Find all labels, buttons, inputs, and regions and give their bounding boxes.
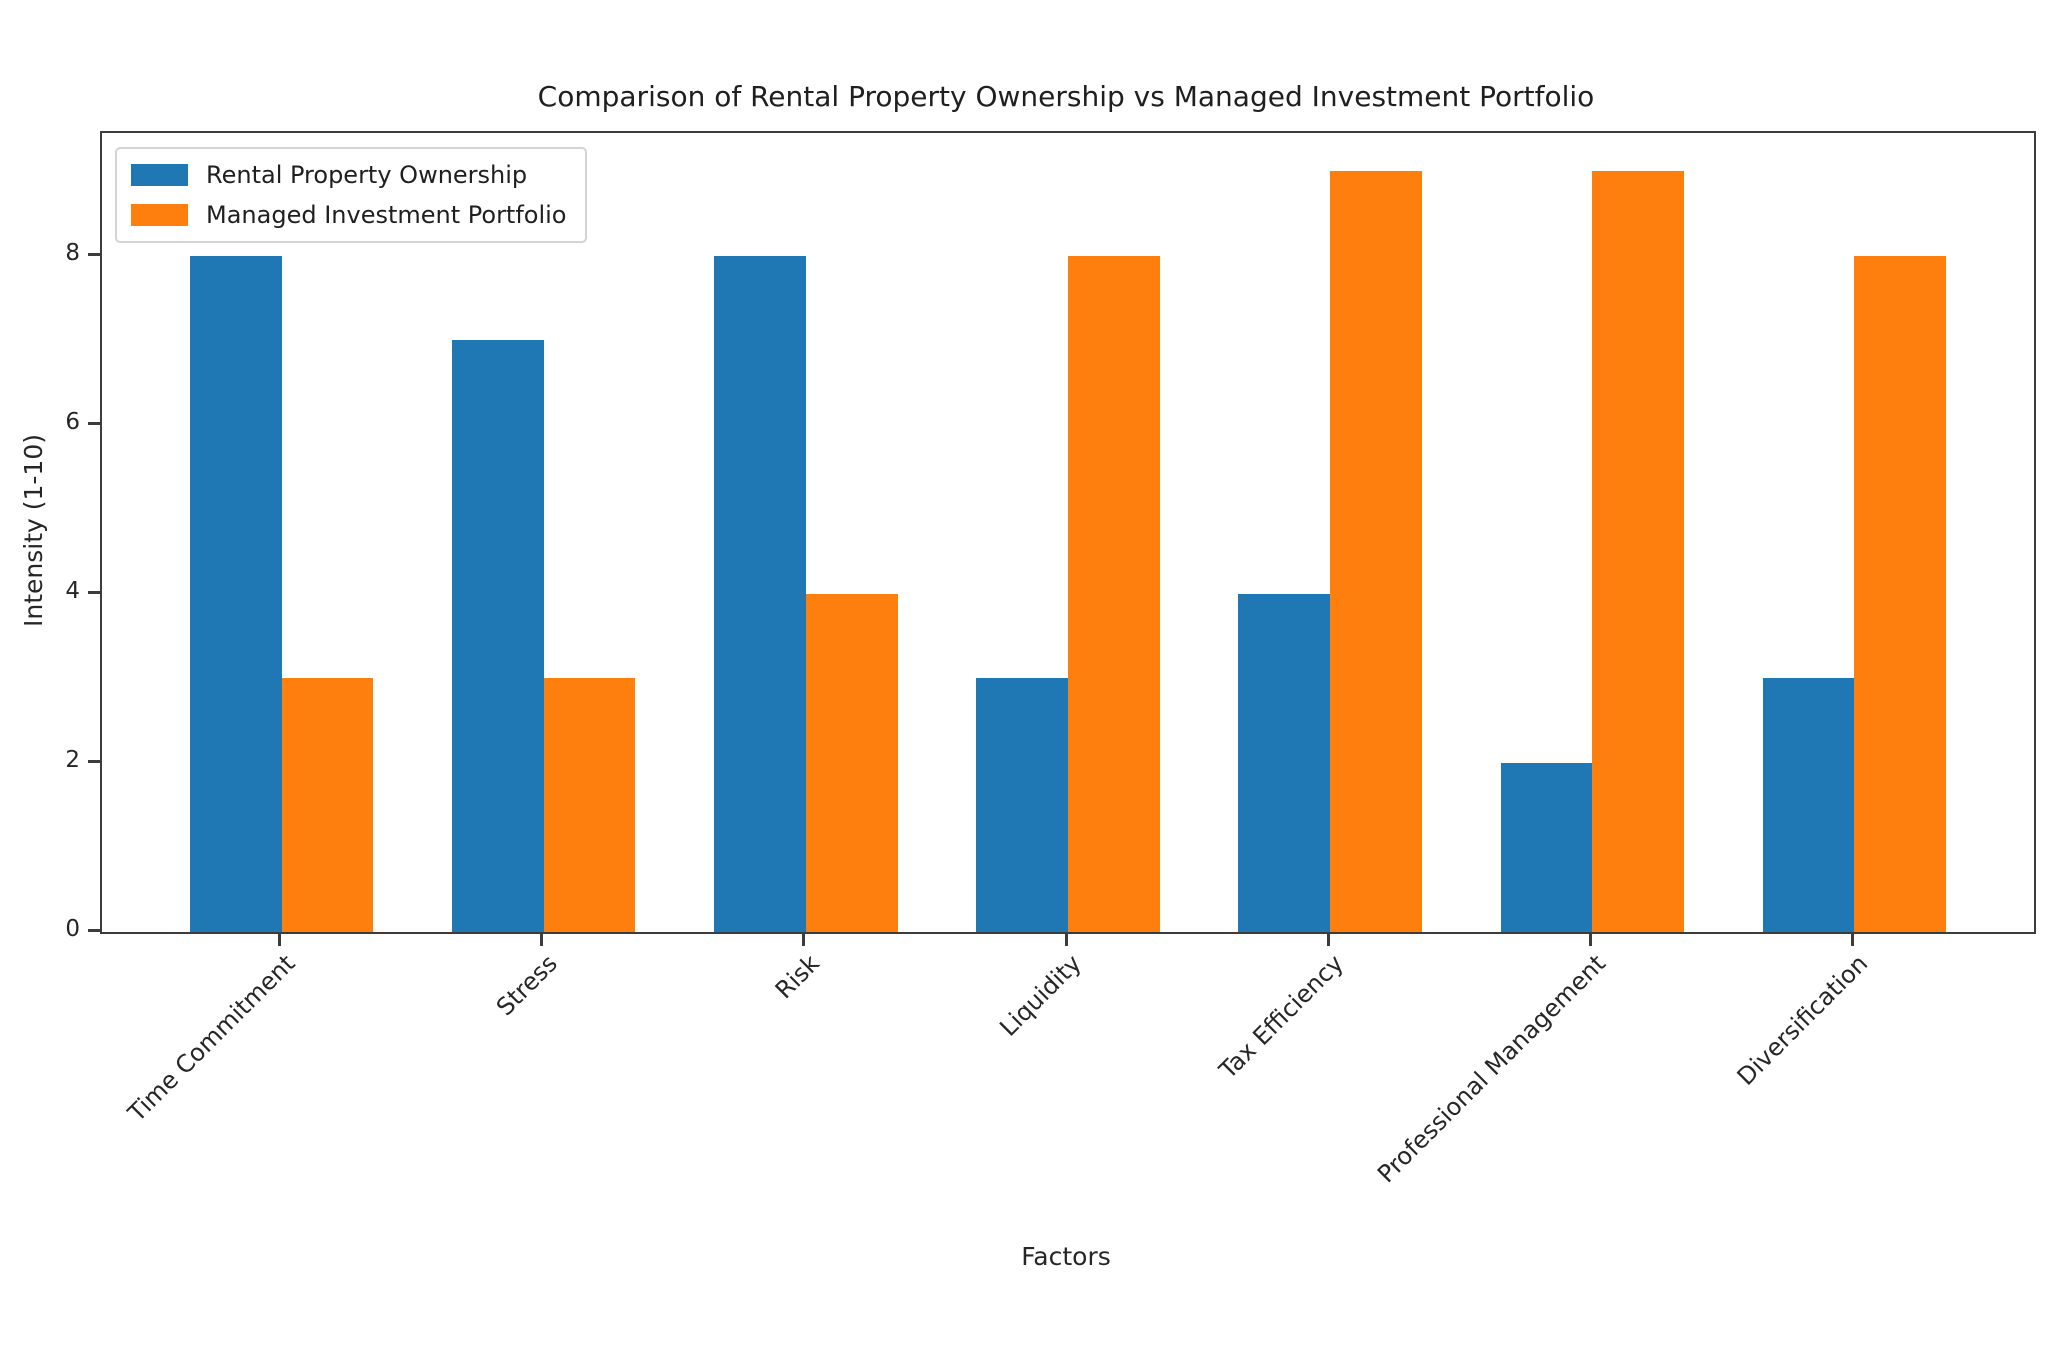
x-tick-mark-6 xyxy=(1588,934,1592,946)
bar-series1-2 xyxy=(451,340,544,932)
legend: Rental Property Ownership Managed Investm… xyxy=(115,147,587,243)
plot-area: Rental Property Ownership Managed Investm… xyxy=(100,131,2036,934)
bar-series2-4 xyxy=(1068,255,1160,932)
x-tick-label-5: Tax Efficiency xyxy=(1214,949,1350,1085)
y-tick-label-4: 4 xyxy=(65,577,80,604)
bar-series2-2 xyxy=(543,678,636,932)
x-tick-label-7: Diversification xyxy=(1731,949,1874,1091)
y-tick-label-0: 0 xyxy=(65,916,80,942)
x-tick-mark-3 xyxy=(802,934,806,946)
legend-label-2: Managed Investment Portfolio xyxy=(206,201,567,229)
legend-entry-2: Managed Investment Portfolio xyxy=(131,201,567,229)
bar-series2-5 xyxy=(1330,171,1422,932)
x-tick-label-4: Liquidity xyxy=(994,949,1088,1042)
legend-swatch-1 xyxy=(131,164,188,186)
bar-series2-6 xyxy=(1592,171,1685,932)
legend-label-1: Rental Property Ownership xyxy=(206,161,528,189)
bar-series2-3 xyxy=(805,593,898,932)
y-tick-mark-6 xyxy=(88,421,100,425)
bar-series1-4 xyxy=(976,678,1068,932)
x-tick-mark-5 xyxy=(1326,934,1330,946)
bar-series1-1 xyxy=(189,255,282,932)
y-tick-mark-4 xyxy=(88,590,100,594)
bar-series1-7 xyxy=(1762,678,1855,932)
legend-entry-1: Rental Property Ownership xyxy=(131,161,567,189)
x-tick-label-1: Time Commitment xyxy=(122,949,301,1128)
x-tick-mark-2 xyxy=(540,934,544,946)
bar-series1-6 xyxy=(1500,762,1593,932)
y-tick-mark-8 xyxy=(88,252,100,256)
x-tick-mark-4 xyxy=(1064,934,1068,946)
x-tick-mark-7 xyxy=(1850,934,1854,946)
x-tick-label-6: Professional Management xyxy=(1372,949,1612,1189)
bar-series1-5 xyxy=(1238,593,1331,932)
x-tick-mark-1 xyxy=(278,934,282,946)
bar-series2-7 xyxy=(1854,255,1947,932)
x-tick-label-2: Stress xyxy=(490,949,563,1022)
y-tick-label-6: 6 xyxy=(65,408,80,435)
y-tick-label-8: 8 xyxy=(65,239,80,266)
chart-title: Comparison of Rental Property Ownership … xyxy=(537,80,1595,113)
bar-series2-1 xyxy=(281,678,374,932)
bar-series1-3 xyxy=(714,255,806,932)
x-axis-label: Factors xyxy=(1021,1242,1111,1271)
y-tick-mark-0 xyxy=(88,929,100,932)
y-tick-label-2: 2 xyxy=(65,746,80,773)
y-tick-mark-2 xyxy=(88,759,100,763)
legend-swatch-2 xyxy=(131,204,188,226)
x-tick-label-3: Risk xyxy=(769,949,825,1005)
